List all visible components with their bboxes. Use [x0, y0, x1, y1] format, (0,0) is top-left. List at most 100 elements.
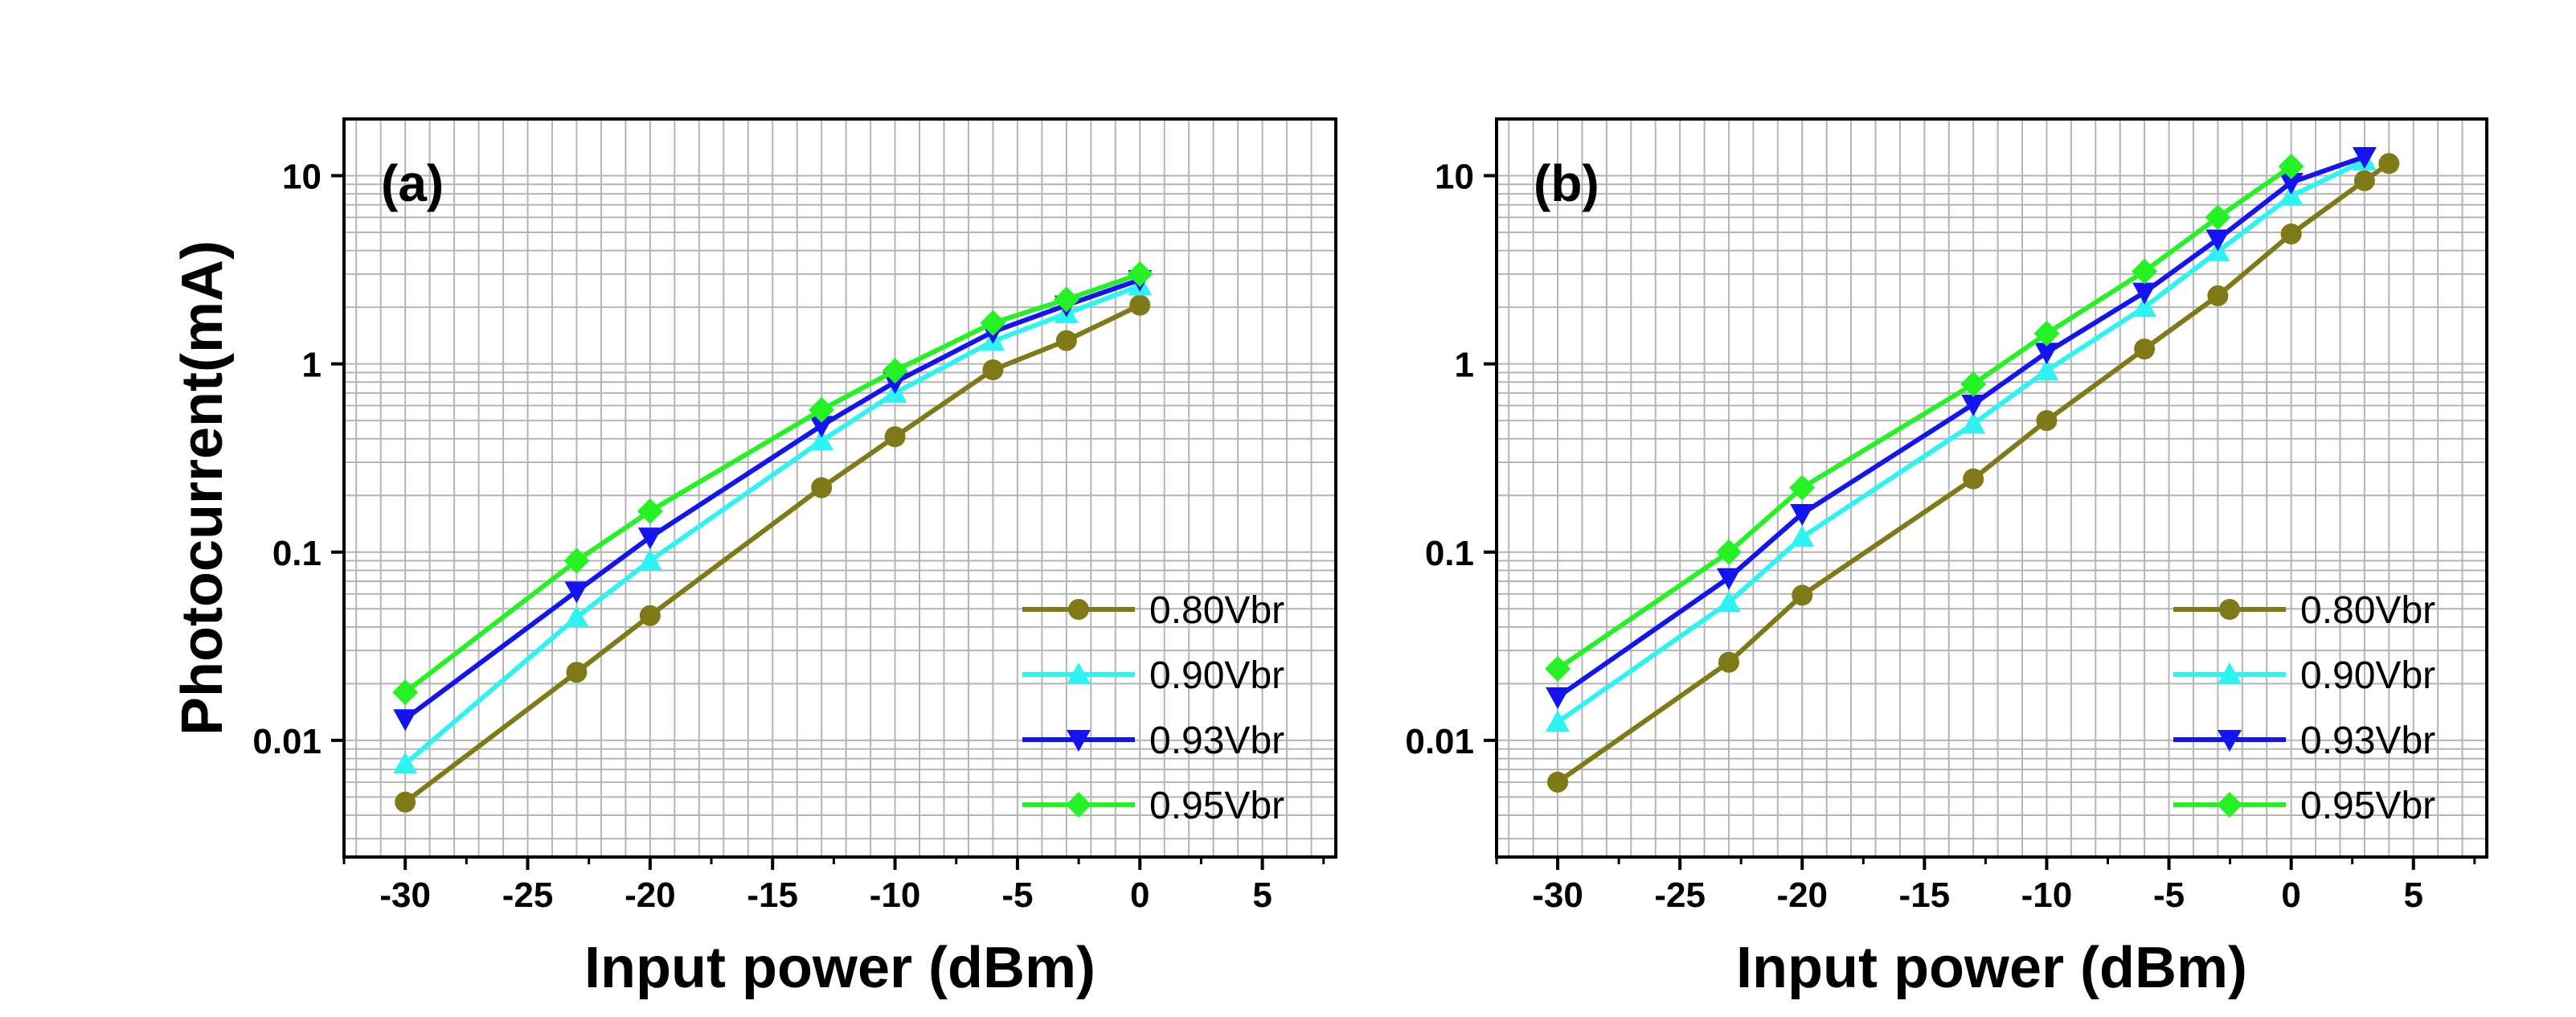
series-line: [403, 277, 1141, 721]
legend-marker: [2217, 792, 2242, 818]
data-point: [637, 548, 662, 571]
data-point: [2134, 338, 2156, 360]
data-point: [2278, 153, 2304, 179]
x-tick-label: -30: [1532, 876, 1583, 915]
data-point: [2036, 410, 2058, 432]
legend: 0.80Vbr 0.90Vbr 0.93Vbr 0.95Vbr: [1022, 589, 1284, 827]
data-point: [2353, 170, 2375, 191]
legend: 0.80Vbr 0.90Vbr 0.93Vbr 0.95Vbr: [2173, 589, 2435, 827]
x-tick-label: 5: [2403, 876, 2422, 915]
legend-marker: [2219, 599, 2240, 620]
data-point: [1790, 525, 1815, 547]
x-tick-label: -15: [747, 876, 798, 915]
data-point: [882, 358, 908, 384]
legend-label: 0.90Vbr: [2300, 654, 2435, 697]
data-point: [2205, 204, 2231, 231]
x-tick-label: -5: [2153, 876, 2185, 915]
legend-label: 0.80Vbr: [2300, 589, 2435, 632]
data-point: [809, 396, 835, 423]
legend-marker: [1067, 730, 1091, 752]
series-line: [1556, 154, 2365, 699]
x-tick-label: 0: [2281, 876, 2300, 915]
series-line: [403, 272, 1141, 695]
chart-panel-b: -30 -25 -20 -15 -10 -5 0 5 0.01 0.1 1 10 Input power…: [1405, 117, 2488, 1000]
data-point: [2279, 183, 2304, 206]
legend-label: 0.95Vbr: [1149, 785, 1284, 827]
data-point: [2132, 258, 2158, 285]
data-point: [2378, 153, 2400, 174]
data-point: [809, 416, 834, 438]
y-axis-title: Photocurrent(mA): [170, 240, 235, 736]
data-point: [1547, 771, 1569, 793]
data-point: [980, 310, 1006, 336]
data-point: [393, 752, 418, 774]
data-point: [1789, 474, 1816, 501]
legend-label: 0.80Vbr: [1149, 589, 1284, 632]
chart-panel-a: -30 -25 -20 -15 -10 -5 0 5 0.01 0.1 1 10 Input power…: [170, 117, 1337, 1000]
series-0.80Vbr: [1547, 153, 2400, 793]
data-point: [1129, 294, 1151, 316]
legend-marker: [2218, 730, 2242, 752]
series-line: [403, 302, 1141, 805]
legend-marker: [1068, 599, 1089, 620]
y-tick-label: 0.1: [272, 534, 321, 573]
y-tick-label: 0.01: [1405, 722, 1474, 761]
y-tick-label: 1: [302, 346, 321, 385]
x-tick-label: -25: [502, 876, 554, 915]
x-tick-label: -20: [625, 876, 676, 915]
data-point: [2280, 223, 2302, 245]
y-tick-label: 0.1: [1425, 534, 1474, 573]
data-point: [2205, 229, 2230, 252]
data-point: [1960, 371, 1987, 397]
legend-marker: [1067, 662, 1091, 684]
x-tick-label: -10: [870, 876, 921, 915]
series-0.80Vbr: [395, 294, 1151, 813]
data-point: [564, 605, 589, 627]
data-point: [1716, 590, 1741, 613]
x-tick-label: 5: [1252, 876, 1272, 915]
series-line: [1556, 161, 2391, 785]
series-0.90Vbr: [393, 273, 1153, 774]
legend-label: 0.93Vbr: [1149, 720, 1284, 762]
y-tick-label: 10: [1435, 157, 1474, 196]
data-point: [395, 791, 416, 813]
data-point: [393, 709, 418, 732]
x-axis-title: Input power (dBm): [1736, 936, 2247, 1000]
data-point: [2207, 285, 2229, 306]
data-point: [1718, 651, 1739, 673]
data-point: [2132, 295, 2157, 318]
plot-frame: [1495, 117, 2488, 859]
data-point: [1715, 539, 1742, 565]
data-point: [2033, 320, 2060, 347]
data-point: [637, 527, 662, 550]
x-tick-label: -10: [2021, 876, 2073, 915]
plot-frame: [342, 117, 1337, 859]
panel-label: (b): [1534, 154, 1599, 212]
data-point: [1127, 260, 1153, 287]
x-tick-label: 0: [1130, 876, 1149, 915]
series-line: [403, 283, 1141, 766]
grid: [344, 118, 1337, 857]
data-point: [1961, 394, 1986, 416]
data-point: [637, 498, 663, 524]
data-point: [2279, 172, 2304, 195]
data-point: [809, 429, 834, 451]
data-point: [1792, 584, 1813, 606]
y-tick-label: 10: [282, 157, 321, 196]
data-point: [982, 359, 1004, 380]
data-point: [1546, 710, 1571, 732]
legend-label: 0.93Vbr: [2300, 720, 2435, 762]
data-point: [2034, 342, 2059, 365]
data-point: [1963, 468, 1984, 490]
data-point: [2352, 146, 2377, 169]
data-point: [811, 477, 833, 498]
x-tick-label: -15: [1899, 876, 1951, 915]
data-point: [1546, 687, 1571, 709]
data-point: [1545, 655, 1571, 682]
data-point: [1790, 503, 1815, 526]
data-point: [564, 581, 589, 604]
x-axis-title: Input power (dBm): [584, 936, 1096, 1000]
data-point: [1053, 286, 1079, 313]
series-0.90Vbr: [1546, 148, 2377, 732]
series-0.95Vbr: [392, 260, 1153, 706]
